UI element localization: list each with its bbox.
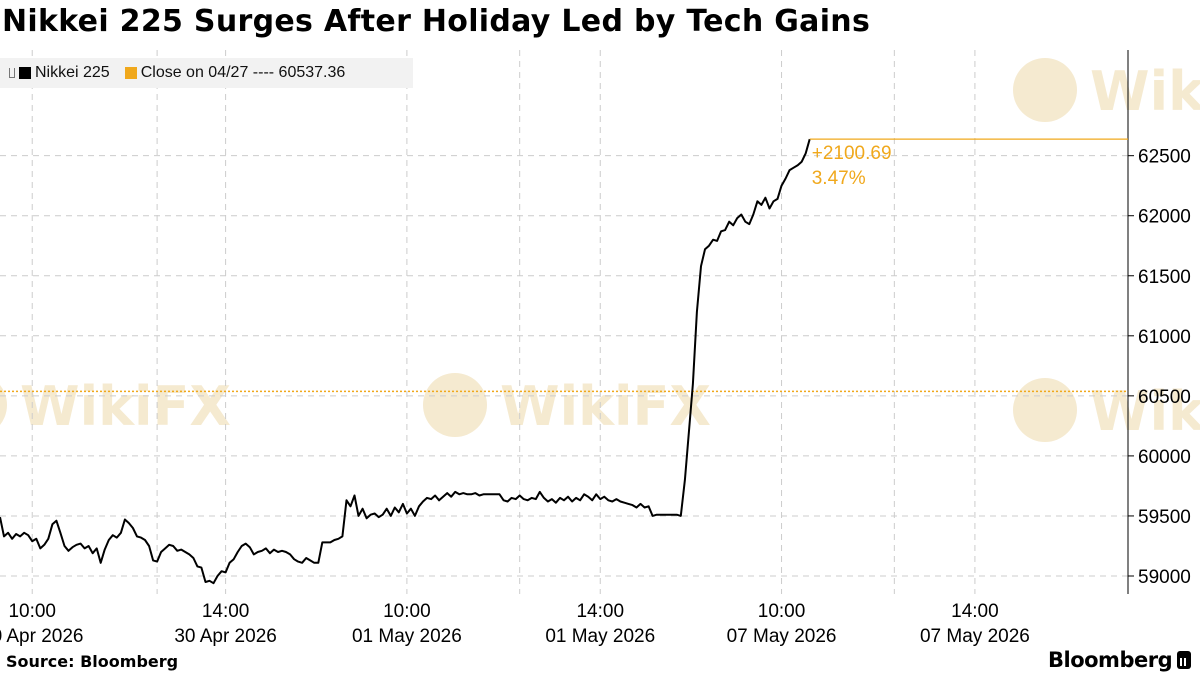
- watermark-layer: WikiFX WikiFX WikiFX WikiFX: [0, 58, 1200, 443]
- y-tick-label: 60000: [1138, 447, 1191, 468]
- chart-title: Nikkei 225 Surges After Holiday Led by T…: [2, 4, 871, 39]
- source-note: Source: Bloomberg: [6, 652, 179, 671]
- brand-name: Bloomberg: [1048, 648, 1173, 672]
- x-tick-date-label: 07 May 2026: [920, 626, 1030, 647]
- y-tick-label: 61500: [1138, 267, 1191, 288]
- legend-swatch-reference: [124, 67, 137, 79]
- percent-annotation: 3.47%: [812, 168, 866, 189]
- watermark-text: WikiFX: [20, 375, 231, 438]
- x-tick-time-label: 14:00: [576, 601, 624, 622]
- series-group: [0, 138, 811, 585]
- legend-swatch-series: [19, 67, 31, 79]
- x-tick-date-label: 07 May 2026: [727, 626, 837, 647]
- watermark-emblem-icon: [1013, 378, 1077, 442]
- watermark-emblem-icon: [1013, 58, 1077, 122]
- watermark-text: WikiFX: [1090, 60, 1200, 123]
- x-tick-date-label: 30 Apr 2026: [0, 626, 83, 647]
- x-tick-date-label: 01 May 2026: [352, 626, 462, 647]
- y-tick-label: 62500: [1138, 147, 1191, 168]
- y-tick-label: 59500: [1138, 507, 1191, 528]
- terminal-icon: [1177, 651, 1192, 669]
- x-tick-time-label: 10:00: [758, 601, 806, 622]
- grid-lines: [0, 50, 1128, 594]
- watermark-emblem-icon: [0, 385, 7, 425]
- x-tick-date-label: 01 May 2026: [545, 626, 655, 647]
- legend: Nikkei 225 Close on 04/27 ---- 60537.36: [0, 58, 413, 88]
- legend-label-series: Nikkei 225: [35, 64, 110, 81]
- legend-item-reference: Close on 04/27 ---- 60537.36: [122, 64, 346, 82]
- annotation-group: +2100.69 3.47%: [809, 138, 1128, 189]
- watermark-text: WikiFX: [500, 375, 711, 438]
- legend-grip-icon: [9, 68, 15, 78]
- y-tick-label: 62000: [1138, 207, 1191, 228]
- y-axis: 59000 59500 60000 60500 61000 61500 62000 62500: [1127, 50, 1191, 594]
- legend-label-reference: Close on 04/27 ---- 60537.36: [140, 64, 346, 81]
- legend-item-nikkei: Nikkei 225: [16, 64, 110, 82]
- bloomberg-logo: Bloomberg: [1048, 648, 1192, 672]
- watermark-text: WikiFX: [1090, 380, 1200, 443]
- y-tick-label: 61000: [1138, 327, 1191, 348]
- change-annotation: +2100.69: [812, 143, 892, 164]
- x-tick-time-label: 10:00: [383, 601, 431, 622]
- watermark-emblem-icon: [423, 373, 487, 437]
- series-line-nikkei-225: [0, 138, 811, 585]
- x-axis: 10:00 30 Apr 2026 14:00 30 Apr 2026 10:00 01 …: [0, 601, 1030, 647]
- y-tick-label: 60500: [1138, 387, 1191, 408]
- x-tick-date-label: 30 Apr 2026: [174, 626, 276, 647]
- y-tick-label: 59000: [1138, 567, 1191, 588]
- x-tick-time-label: 14:00: [951, 601, 999, 622]
- x-tick-time-label: 10:00: [8, 601, 56, 622]
- x-tick-time-label: 14:00: [202, 601, 250, 622]
